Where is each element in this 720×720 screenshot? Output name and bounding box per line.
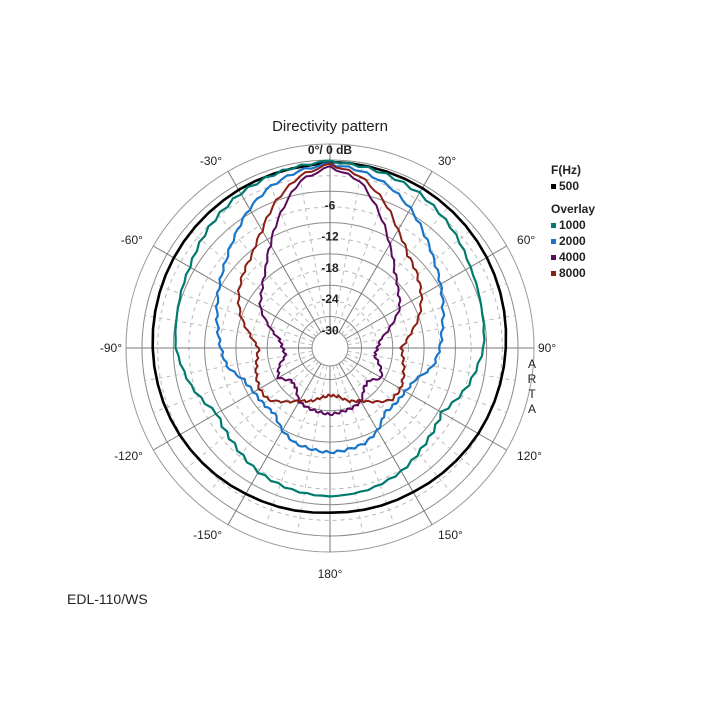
- curve-500hz: [151, 160, 508, 514]
- angle-tick-label: -30°: [200, 154, 222, 168]
- angle-tick-label: -60°: [121, 233, 143, 247]
- model-label: EDL-110/WS: [67, 591, 148, 607]
- radial-tick-label: -6: [325, 198, 336, 212]
- legend-header-overlay: Overlay: [551, 202, 596, 216]
- polar-labels: -6 -12 -18 -24 -30 30° 60° 90° 120° 150° 180° -150°…: [100, 154, 557, 581]
- legend: F(Hz) 500 Overlay 1000 2000 4000 8000: [551, 162, 595, 281]
- legend-swatch: [551, 183, 556, 189]
- angle-tick-label: 150°: [438, 528, 463, 542]
- angle-tick-label: 90°: [538, 341, 556, 355]
- legend-swatch: [551, 254, 556, 260]
- legend-item-1000: 1000: [551, 217, 595, 233]
- software-watermark: A R T A: [527, 357, 537, 416]
- legend-swatch: [551, 270, 556, 276]
- legend-item-8000: 8000: [551, 265, 595, 281]
- legend-swatch: [551, 238, 556, 244]
- curve-2000hz: [214, 162, 446, 455]
- legend-item-4000: 4000: [551, 249, 595, 265]
- angle-tick-label: 30°: [438, 154, 456, 168]
- legend-item-2000: 2000: [551, 233, 595, 249]
- legend-item-500: 500: [551, 178, 595, 194]
- angle-tick-label: -150°: [193, 528, 222, 542]
- radial-tick-label: -24: [321, 292, 339, 306]
- radial-tick-label: -18: [321, 261, 339, 275]
- curve-4000hz: [258, 165, 402, 416]
- angle-tick-label: 60°: [517, 233, 535, 247]
- curve-8000hz: [236, 162, 424, 404]
- radial-tick-label: -12: [321, 230, 339, 244]
- angle-tick-label: -120°: [114, 449, 143, 463]
- angle-tick-label: 180°: [318, 567, 343, 581]
- legend-header-frequency: F(Hz): [551, 163, 581, 177]
- angle-tick-label: -90°: [100, 341, 122, 355]
- radial-tick-label: -30: [321, 324, 339, 338]
- legend-swatch: [551, 222, 556, 228]
- curve-1000hz: [174, 159, 486, 498]
- chart-title: Directivity pattern: [272, 118, 388, 135]
- angle-tick-label: 120°: [517, 449, 542, 463]
- polar-curves: [151, 159, 508, 514]
- zero-reference-label: 0°/ 0 dB: [307, 143, 353, 157]
